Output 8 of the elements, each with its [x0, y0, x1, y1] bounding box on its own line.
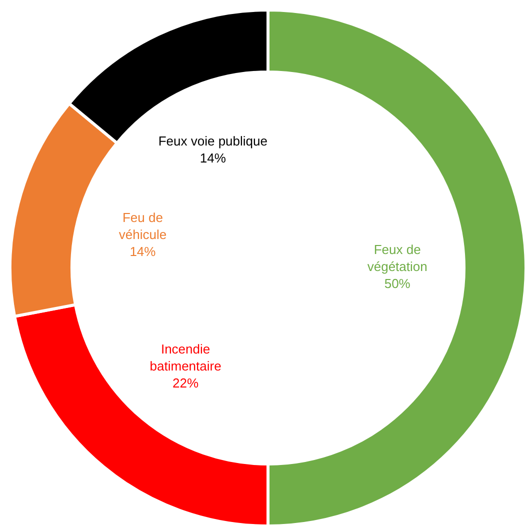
- slice-label: Feux de végétation: [367, 242, 428, 274]
- data-label: 50%: [384, 276, 411, 292]
- data-label: 14%: [130, 244, 156, 260]
- data-label: 14%: [200, 150, 226, 166]
- slice-label: Feux voie publique: [158, 134, 268, 149]
- data-label: 22%: [172, 376, 199, 392]
- slice-label: Incendie batimentaire: [150, 342, 222, 374]
- slice-label: Feu de véhicule: [118, 210, 167, 242]
